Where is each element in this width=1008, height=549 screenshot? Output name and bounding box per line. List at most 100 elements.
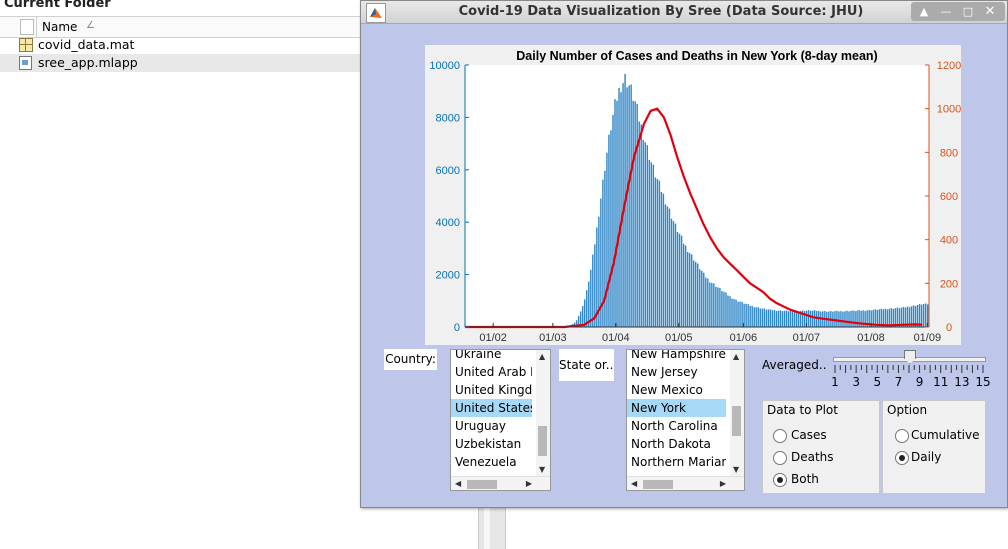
cases-bar — [747, 304, 749, 327]
cases-bar — [771, 310, 774, 327]
scroll-thumb[interactable] — [643, 480, 673, 489]
scroll-down-icon[interactable]: ▼ — [733, 465, 740, 474]
cases-bar — [878, 309, 880, 327]
cases-bar — [579, 311, 582, 327]
cases-bar — [737, 301, 739, 327]
country-list-item[interactable]: United States — [451, 399, 532, 417]
scroll-right-icon[interactable]: ▶ — [719, 479, 726, 488]
minimize-icon[interactable]: — — [940, 5, 952, 18]
cases-bar — [906, 306, 909, 327]
scroll-right-icon[interactable]: ▶ — [525, 479, 532, 488]
state-list-item[interactable]: New York — [627, 399, 726, 417]
background-splitter-handle[interactable] — [484, 505, 490, 549]
cases-bar — [910, 306, 913, 327]
cases-bar — [809, 310, 812, 327]
cases-bar — [735, 299, 737, 327]
deaths-radio-label[interactable]: Deaths — [791, 450, 834, 464]
window-up-icon[interactable]: ▲ — [919, 5, 929, 18]
averaging-slider-thumb[interactable] — [904, 350, 916, 364]
scroll-left-icon[interactable]: ◀ — [455, 479, 462, 488]
state-list-item[interactable]: North Dakota — [631, 437, 711, 451]
x-axis-tick-label: 01/03 — [539, 332, 567, 344]
country-list-vertical-scrollbar[interactable]: ▲ ▼ — [536, 350, 550, 476]
cases-bar — [598, 216, 600, 327]
x-axis-tick-label: 01/07 — [793, 332, 821, 344]
close-icon[interactable]: ✕ — [984, 4, 996, 19]
folder-column-header[interactable]: Name ∠ — [0, 16, 360, 38]
scroll-up-icon[interactable]: ▲ — [539, 352, 546, 361]
country-listbox[interactable]: Ukraine United Arab Er United Kingdor Unite… — [450, 349, 551, 491]
file-name[interactable]: sree_app.mlapp — [38, 55, 138, 70]
cases-bar — [741, 301, 743, 327]
cases-bar — [836, 310, 838, 327]
cases-bar — [767, 309, 770, 327]
state-list-item[interactable]: New Hampshire — [631, 349, 726, 361]
country-list-item[interactable]: Uzbekistan — [455, 437, 522, 451]
cases-bar — [612, 114, 614, 327]
cases-bar — [789, 310, 792, 327]
deaths-radio[interactable] — [773, 451, 787, 465]
cases-bar — [610, 130, 612, 327]
state-list-item[interactable]: Northern Mariana — [631, 455, 726, 469]
state-list-item[interactable]: New Jersey — [631, 365, 698, 379]
cases-bar — [912, 305, 915, 327]
cases-bar — [898, 308, 901, 327]
slider-tick-label: 11 — [933, 375, 949, 389]
scroll-left-icon[interactable]: ◀ — [631, 479, 638, 488]
cases-bar — [858, 310, 860, 327]
scroll-down-icon[interactable]: ▼ — [539, 465, 546, 474]
state-list-item[interactable]: North Carolina — [631, 419, 718, 433]
cases-bar — [606, 152, 608, 327]
scroll-thumb[interactable] — [538, 426, 547, 456]
country-list-item[interactable]: United Kingdor — [455, 383, 532, 397]
averaged-label: Averaged.. — [762, 358, 827, 372]
cases-bar — [904, 307, 907, 327]
daily-radio-label[interactable]: Daily — [911, 450, 942, 464]
cases-bar — [721, 291, 723, 327]
both-radio[interactable] — [773, 473, 787, 487]
state-list-item[interactable]: New Mexico — [631, 383, 703, 397]
cases-bar — [745, 303, 747, 327]
state-list-vertical-scrollbar[interactable]: ▲ ▼ — [730, 350, 744, 476]
daily-radio[interactable] — [895, 451, 909, 465]
cumulative-radio[interactable] — [895, 429, 909, 443]
cases-bar — [799, 310, 802, 327]
window-titlebar[interactable]: Covid-19 Data Visualization By Sree (Dat… — [361, 1, 1007, 24]
cases-bar — [682, 243, 685, 327]
cases-bar — [660, 191, 663, 327]
cases-bar — [838, 311, 840, 327]
state-list-horizontal-scrollbar[interactable]: ◀ ▶ — [627, 476, 744, 490]
file-row[interactable]: sree_app.mlapp — [0, 54, 360, 72]
country-list-item[interactable]: Ukraine — [455, 349, 502, 361]
cases-bar — [749, 305, 751, 327]
file-name[interactable]: covid_data.mat — [38, 37, 135, 52]
country-list-item[interactable]: United Arab Er — [455, 365, 532, 379]
x-axis-tick-label: 01/02 — [479, 332, 507, 344]
country-list-horizontal-scrollbar[interactable]: ◀ ▶ — [451, 476, 550, 490]
country-list-item[interactable]: Uruguay — [455, 419, 506, 433]
cases-bar — [902, 306, 905, 327]
cases-bar — [626, 87, 628, 327]
cases-bar — [658, 180, 661, 327]
maximize-icon[interactable]: □ — [962, 5, 974, 18]
country-list-item[interactable]: Venezuela — [455, 455, 517, 469]
left-axis-tick-label: 8000 — [436, 112, 460, 124]
left-axis-tick-label: 6000 — [436, 165, 460, 177]
scroll-thumb[interactable] — [467, 480, 497, 489]
file-row[interactable]: covid_data.mat — [0, 36, 360, 54]
both-radio-label[interactable]: Both — [791, 472, 819, 486]
cases-radio-label[interactable]: Cases — [791, 428, 827, 442]
x-axis-tick-label: 01/09 — [914, 332, 942, 344]
name-column-label[interactable]: Name — [42, 20, 78, 34]
cases-bar — [701, 270, 703, 327]
scroll-up-icon[interactable]: ▲ — [733, 352, 740, 361]
cumulative-radio-label[interactable]: Cumulative — [911, 428, 980, 442]
cases-bar — [638, 121, 640, 327]
cases-bar — [874, 309, 876, 327]
cases-bar — [725, 292, 727, 327]
cases-radio[interactable] — [773, 429, 787, 443]
left-axis-tick-label: 4000 — [436, 217, 460, 229]
state-listbox[interactable]: New Hampshire New Jersey New Mexico New Yor… — [626, 349, 745, 491]
cases-bar — [709, 282, 711, 327]
scroll-thumb[interactable] — [732, 406, 741, 436]
